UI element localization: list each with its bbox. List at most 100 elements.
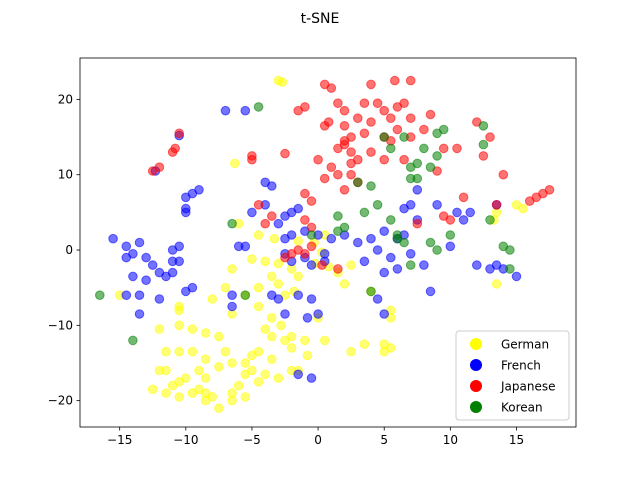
legend-label-korean: Korean [501, 401, 543, 415]
point-korean-28 [432, 245, 442, 255]
point-japanese-8 [260, 218, 271, 229]
point-japanese-52 [419, 124, 429, 135]
point-japanese-48 [399, 154, 409, 165]
point-japanese-76 [280, 252, 290, 263]
point-french-67 [372, 245, 383, 255]
point-japanese-35 [359, 98, 370, 108]
point-korean-38 [399, 132, 409, 142]
point-french-3 [134, 237, 145, 248]
point-german-84 [346, 346, 356, 357]
point-korean-9 [353, 177, 363, 188]
point-japanese-12 [300, 102, 310, 112]
point-french-1 [121, 241, 132, 252]
point-german-60 [161, 388, 171, 398]
point-french-19 [134, 309, 145, 319]
x-axis: −15 −10 −5 0 5 10 15 [107, 427, 524, 447]
point-french-14 [174, 256, 184, 267]
point-german-18 [273, 279, 284, 289]
point-korean-6 [333, 211, 343, 221]
point-japanese-38 [372, 98, 383, 108]
point-french-68 [379, 226, 390, 236]
x-tick-label: 5 [380, 433, 388, 447]
point-korean-4 [253, 102, 264, 112]
point-french-16 [174, 241, 184, 252]
point-korean-24 [432, 151, 442, 161]
point-german-23 [220, 282, 231, 293]
x-tick-label: 15 [509, 433, 524, 447]
point-german-92 [339, 279, 350, 289]
y-tick-label: −20 [48, 394, 73, 408]
point-german-74 [227, 395, 237, 406]
point-german-52 [214, 362, 224, 372]
point-korean-27 [425, 237, 436, 248]
point-japanese-51 [405, 75, 416, 86]
scatter-points [95, 75, 555, 414]
point-korean-20 [412, 158, 423, 169]
point-german-97 [491, 279, 502, 289]
point-japanese-42 [386, 113, 396, 123]
point-korean-14 [386, 143, 396, 154]
point-japanese-29 [346, 132, 356, 142]
point-german-79 [194, 384, 204, 395]
point-korean-2 [227, 218, 237, 229]
x-tick-label: 10 [443, 433, 458, 447]
point-french-4 [141, 252, 151, 263]
point-german-58 [154, 365, 165, 376]
point-french-11 [154, 294, 165, 304]
point-french-84 [458, 215, 469, 225]
point-french-57 [313, 309, 323, 319]
point-french-32 [240, 241, 251, 252]
point-japanese-6 [247, 154, 257, 165]
point-japanese-59 [458, 192, 469, 203]
y-tick-label: 20 [58, 92, 73, 106]
point-japanese-68 [544, 185, 555, 195]
point-korean-0 [95, 290, 105, 301]
point-korean-22 [419, 143, 429, 154]
point-german-13 [260, 256, 271, 267]
point-korean-35 [505, 264, 515, 274]
point-german-2 [230, 158, 240, 169]
point-german-33 [286, 343, 297, 353]
point-german-14 [273, 258, 284, 269]
point-japanese-21 [326, 83, 337, 93]
point-french-18 [121, 290, 132, 301]
point-japanese-55 [438, 143, 449, 154]
point-french-17 [134, 290, 145, 301]
point-japanese-13 [300, 188, 310, 199]
point-japanese-39 [379, 105, 390, 116]
point-french-5 [121, 252, 132, 263]
point-korean-36 [366, 286, 376, 297]
point-german-83 [319, 335, 330, 346]
point-german-49 [174, 346, 184, 357]
point-french-83 [452, 207, 462, 218]
point-japanese-36 [366, 79, 376, 90]
point-french-60 [227, 290, 237, 301]
point-german-88 [379, 346, 390, 357]
point-japanese-17 [313, 154, 323, 165]
point-french-58 [293, 369, 304, 380]
point-korean-32 [485, 215, 495, 225]
plot-area-frame [79, 57, 577, 428]
point-german-4 [253, 230, 264, 240]
point-french-0 [108, 233, 118, 244]
legend-label-french: French [501, 359, 541, 373]
point-japanese-77 [300, 249, 310, 259]
point-french-79 [419, 260, 429, 270]
point-korean-31 [478, 121, 489, 131]
point-japanese-20 [323, 117, 334, 127]
legend-label-german: German [501, 338, 549, 352]
point-french-26 [194, 185, 204, 195]
point-japanese-72 [317, 260, 327, 270]
point-german-99 [518, 203, 528, 214]
point-korean-3 [240, 290, 251, 301]
point-french-82 [445, 241, 456, 252]
point-german-25 [207, 294, 218, 304]
point-german-51 [200, 354, 211, 365]
point-french-80 [425, 286, 436, 297]
point-german-27 [253, 301, 264, 312]
point-japanese-62 [485, 132, 495, 142]
point-french-36 [260, 177, 271, 188]
point-german-70 [247, 365, 257, 376]
point-german-53 [194, 365, 204, 376]
legend-marker-french [470, 359, 482, 371]
